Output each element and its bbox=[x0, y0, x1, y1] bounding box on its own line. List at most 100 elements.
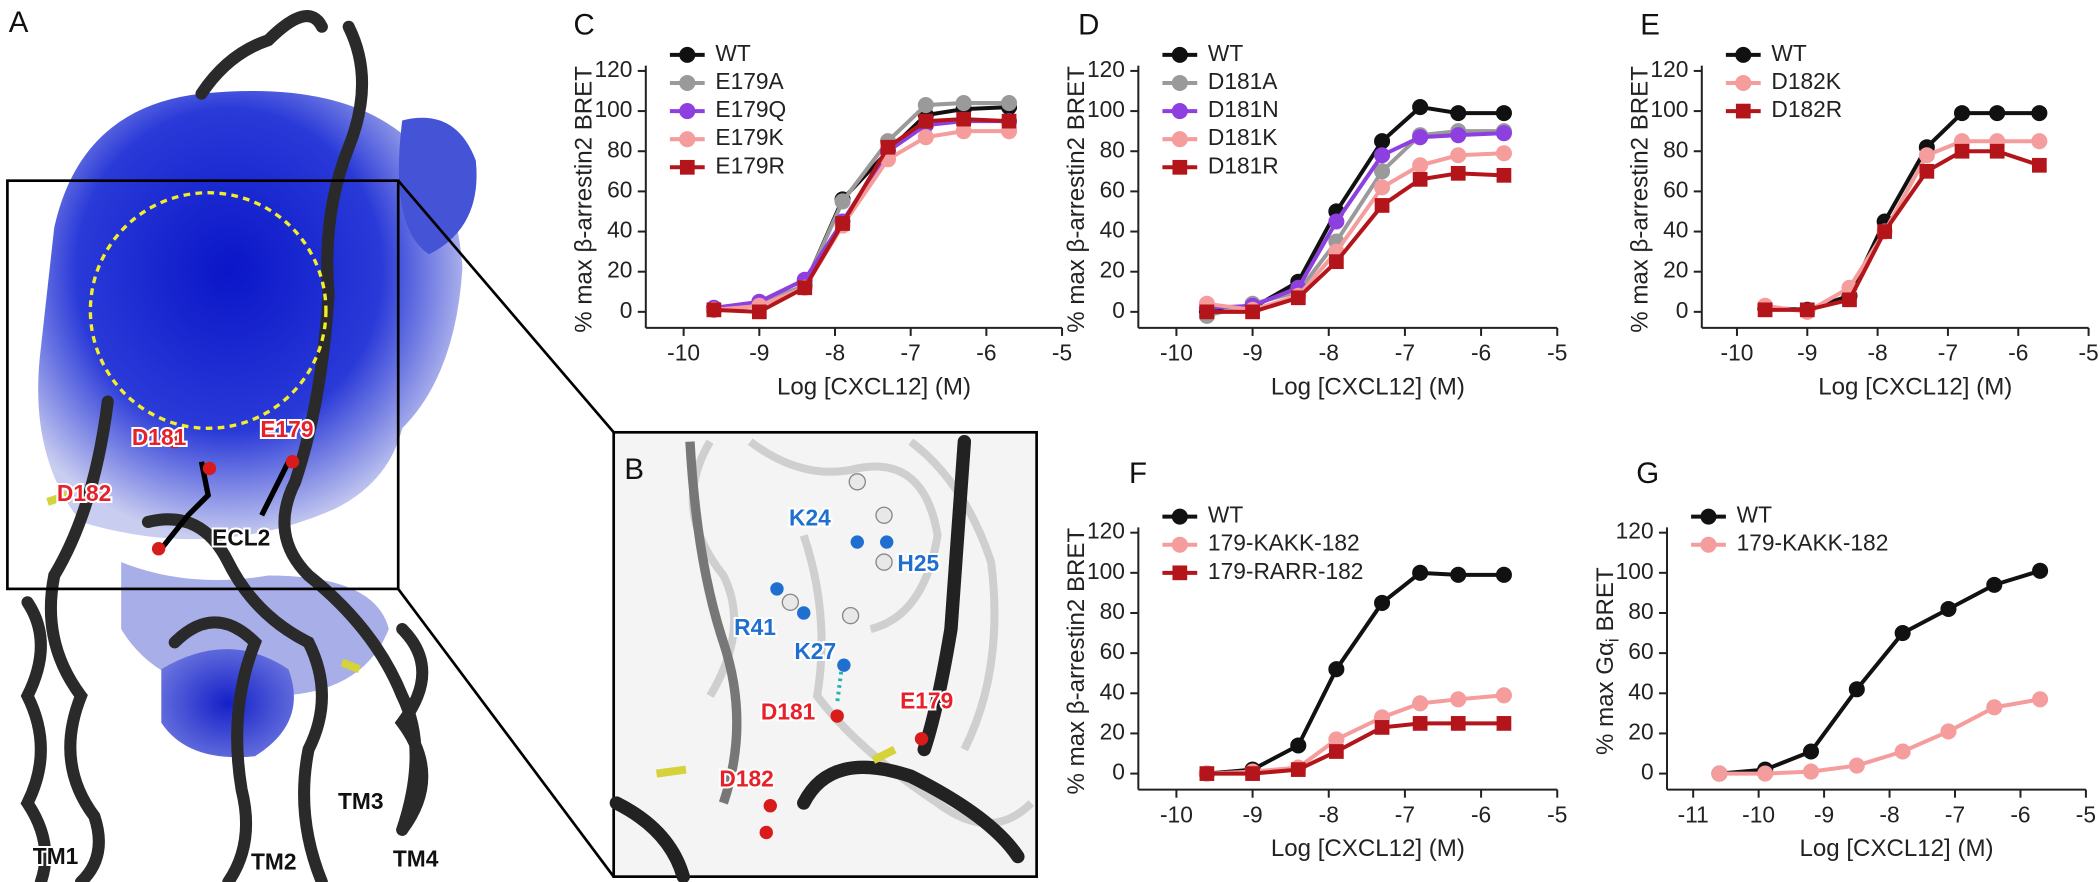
data-point bbox=[1412, 171, 1428, 187]
data-point bbox=[1450, 127, 1467, 144]
data-point bbox=[1986, 576, 2003, 593]
series-line bbox=[1719, 568, 2041, 776]
x-tick-label: -8 bbox=[1319, 340, 1339, 366]
data-point bbox=[956, 111, 972, 127]
y-tick-label: 60 bbox=[1628, 638, 1653, 664]
legend-label: WT bbox=[715, 40, 750, 66]
data-point bbox=[706, 302, 722, 318]
data-point bbox=[1412, 129, 1429, 146]
x-axis-title: Log [CXCL12] (M) bbox=[1800, 835, 1994, 862]
legend-marker bbox=[1171, 131, 1188, 148]
legend-label: D181K bbox=[1208, 124, 1278, 150]
legend-marker bbox=[1171, 74, 1188, 92]
x-tick-label: -10 bbox=[1160, 801, 1193, 827]
x-tick-label: -9 bbox=[1814, 801, 1834, 827]
legend-marker bbox=[1171, 103, 1188, 120]
legend-label: D182K bbox=[1771, 68, 1841, 94]
y-tick-label: 0 bbox=[1676, 297, 1689, 323]
panel-label: E bbox=[1640, 9, 1660, 42]
y-tick-label: 60 bbox=[1663, 176, 1688, 202]
data-point bbox=[1199, 304, 1215, 320]
legend-label: E179Q bbox=[715, 96, 786, 122]
data-point bbox=[917, 97, 934, 114]
data-point bbox=[1495, 687, 1512, 704]
data-point bbox=[1374, 198, 1390, 213]
x-tick-label: -8 bbox=[1867, 340, 1887, 366]
y-axis-title-text: % max β-arrestin2 BRET bbox=[1627, 66, 1654, 333]
legend-label: E179R bbox=[715, 152, 785, 178]
data-point bbox=[1290, 737, 1307, 754]
residue-label: K27 bbox=[794, 638, 836, 664]
data-point bbox=[1918, 147, 1935, 164]
x-tick-label: -5 bbox=[2078, 340, 2098, 366]
data-point bbox=[1412, 695, 1429, 712]
x-tick-label: -9 bbox=[1242, 801, 1262, 827]
data-point bbox=[1894, 743, 1911, 760]
data-point bbox=[1374, 720, 1390, 735]
y-tick-label: 120 bbox=[1087, 518, 1125, 544]
legend-label: D181A bbox=[1208, 68, 1278, 94]
data-point bbox=[955, 123, 972, 140]
data-point bbox=[1450, 716, 1466, 731]
x-tick-label: -9 bbox=[1797, 340, 1817, 366]
series-line bbox=[1764, 139, 2040, 314]
data-point bbox=[1802, 743, 1820, 760]
data-point bbox=[834, 193, 851, 210]
x-tick-label: -7 bbox=[1938, 340, 1958, 366]
data-point bbox=[2032, 157, 2047, 173]
y-tick-label: 0 bbox=[1112, 759, 1125, 785]
data-point bbox=[1290, 762, 1306, 777]
panel-b-structure bbox=[609, 430, 1038, 882]
data-point bbox=[797, 280, 813, 296]
panel-label: C bbox=[574, 9, 595, 42]
x-axis-title: Log [CXCL12] (M) bbox=[1271, 835, 1465, 862]
x-tick-label: -7 bbox=[1395, 340, 1415, 366]
y-tick-label: 100 bbox=[1650, 96, 1688, 122]
legend-marker bbox=[679, 74, 696, 92]
residue-label: R41 bbox=[734, 614, 776, 640]
data-point bbox=[2032, 562, 2049, 579]
y-tick-label: 40 bbox=[1100, 217, 1125, 243]
data-point bbox=[1450, 165, 1466, 181]
panel-label: B bbox=[624, 453, 644, 486]
y-axis-title: % max β-arrestin2 BRET bbox=[1063, 528, 1090, 795]
legend-marker bbox=[1172, 159, 1188, 175]
data-point bbox=[1329, 744, 1344, 759]
y-tick-label: 120 bbox=[1616, 518, 1654, 544]
panel-label: G bbox=[1636, 457, 1659, 490]
y-axis-title-sub: i bbox=[1602, 638, 1622, 642]
data-point bbox=[1328, 213, 1345, 230]
legend-marker bbox=[1172, 565, 1188, 581]
legend-label: 179-KAKK-182 bbox=[1737, 530, 1889, 556]
y-axis-title-text: % max β-arrestin2 BRET bbox=[571, 66, 598, 333]
y-tick-label: 80 bbox=[1100, 136, 1125, 162]
data-point bbox=[1848, 757, 1865, 774]
data-point bbox=[2031, 105, 2048, 122]
data-point bbox=[1412, 99, 1429, 116]
data-point bbox=[835, 216, 850, 231]
data-point bbox=[918, 113, 934, 129]
data-point bbox=[1412, 157, 1429, 174]
y-tick-label: 60 bbox=[607, 176, 632, 202]
x-tick-label: -6 bbox=[1471, 801, 1491, 827]
helix-label: TM2 bbox=[251, 848, 297, 874]
data-point bbox=[1374, 133, 1391, 150]
y-tick-label: 100 bbox=[1087, 558, 1125, 584]
legend-marker bbox=[679, 159, 695, 175]
y-axis-title: % max β-arrestin2 BRET bbox=[1063, 66, 1090, 333]
legend-label: 179-KAKK-182 bbox=[1208, 530, 1360, 556]
data-point bbox=[1374, 163, 1391, 180]
data-point bbox=[1757, 765, 1774, 782]
legend-marker bbox=[679, 46, 696, 63]
y-tick-label: 40 bbox=[1100, 678, 1125, 704]
data-point bbox=[1757, 302, 1773, 318]
data-point bbox=[2031, 133, 2048, 150]
y-tick-label: 20 bbox=[1663, 257, 1688, 283]
data-point bbox=[1001, 113, 1017, 129]
panel-a-structure bbox=[6, 10, 615, 882]
data-point bbox=[1199, 766, 1215, 781]
legend-label: D181N bbox=[1208, 96, 1279, 122]
x-tick-label: -6 bbox=[1471, 340, 1491, 366]
x-tick-label: -7 bbox=[1395, 801, 1415, 827]
